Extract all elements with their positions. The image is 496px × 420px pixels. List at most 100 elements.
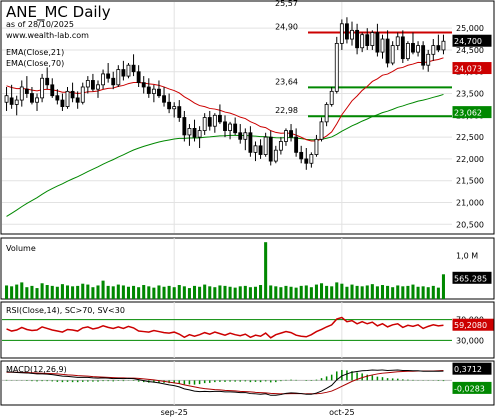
volume-bar: [370, 284, 374, 299]
volume-bars: [5, 242, 445, 299]
chart-title: ANE_MC Daily: [6, 3, 111, 22]
volume-bar: [65, 285, 70, 299]
volume-bar: [116, 284, 120, 299]
candle-body: [111, 77, 116, 86]
volume-bar: [203, 284, 207, 299]
volume-bar: [304, 285, 308, 299]
candle-body: [329, 90, 334, 105]
candle-body: [187, 127, 192, 136]
candle-body: [268, 136, 273, 162]
volume-bar: [299, 285, 303, 299]
last-price-label: 24,700: [454, 37, 482, 46]
candle-body: [157, 88, 161, 97]
candle-body: [96, 84, 100, 90]
rsi-tick-label: 30,000: [456, 336, 484, 345]
macd-series: [2, 369, 452, 396]
volume-bar: [401, 286, 405, 299]
candle-body: [405, 43, 410, 60]
volume-bar: [441, 274, 445, 299]
volume-bar: [274, 286, 278, 299]
volume-bar: [167, 285, 171, 299]
candle-body: [207, 117, 212, 127]
macd-last-label-box: [452, 362, 492, 375]
candle-body: [441, 40, 446, 51]
candle-body: [370, 32, 375, 46]
candle-body: [324, 104, 329, 123]
volume-bar: [76, 285, 80, 299]
level-label: 24,90: [275, 23, 298, 32]
candle-body: [85, 80, 90, 88]
volume-bar: [411, 284, 415, 299]
volume-bar: [86, 284, 90, 299]
rsi-last-label-box: [452, 318, 494, 331]
candle-body: [284, 130, 288, 142]
candle-body: [19, 86, 24, 101]
candle-body: [253, 145, 258, 153]
candle-body: [436, 45, 441, 51]
volume-bar: [198, 286, 202, 299]
volume-bar: [137, 287, 141, 299]
candle-body: [14, 99, 19, 105]
volume-bar: [233, 287, 237, 299]
support-resistance-levels: 24,90 23,64 22,98: [275, 23, 452, 118]
candle-body: [273, 149, 278, 162]
price-tick-label: 25,000: [456, 24, 484, 33]
candle-body: [202, 117, 207, 131]
candle-body: [217, 114, 222, 123]
volume-bar: [25, 287, 29, 299]
volume-bar: [238, 286, 242, 299]
macd-hist-label: -0,0283: [454, 384, 485, 393]
candle-body: [212, 114, 217, 127]
macd-legend: MACD(12,26,9): [6, 365, 67, 374]
candle-body: [75, 97, 80, 103]
volume-bar: [406, 285, 410, 299]
candle-body: [177, 106, 182, 118]
rsi-series: [2, 316, 452, 341]
candle-body: [238, 132, 243, 140]
candle-body: [65, 90, 70, 108]
candle-body: [400, 36, 405, 60]
candle-body: [350, 29, 354, 40]
candle-body: [131, 64, 136, 73]
macd-signal-line: [6, 369, 444, 395]
candle-body: [172, 106, 177, 110]
candle-body: [355, 29, 360, 49]
price-tick-label: 22,000: [456, 155, 484, 164]
candle-body: [345, 23, 349, 40]
volume-bar: [187, 288, 191, 299]
candle-body: [278, 141, 283, 151]
volume-bar: [396, 285, 400, 299]
volume-bar: [91, 287, 95, 299]
candle-body: [146, 86, 151, 94]
candle-body: [60, 99, 65, 108]
chart-source: www.wealth-lab.com: [6, 31, 89, 40]
candle-body: [4, 95, 9, 103]
volume-bar: [386, 285, 390, 299]
volume-bar: [309, 287, 313, 299]
gridlines: [2, 2, 452, 405]
volume-bar: [355, 285, 359, 299]
volume-bar: [152, 287, 156, 299]
level-label: 22,98: [275, 106, 298, 115]
candle-body: [304, 158, 309, 164]
volume-last-label-box: [452, 271, 492, 284]
volume-bar: [157, 285, 161, 299]
candle-body: [365, 34, 370, 46]
volume-bar: [177, 285, 181, 299]
candle-body: [45, 77, 50, 86]
candle-body: [151, 88, 156, 94]
volume-bar: [325, 285, 329, 299]
volume-bar: [391, 287, 395, 299]
price-tick-label: 22,500: [456, 133, 484, 142]
volume-bar: [10, 286, 14, 299]
volume-bar: [421, 286, 425, 299]
volume-bar: [345, 286, 349, 299]
volume-bar: [314, 284, 318, 299]
volume-bar: [60, 284, 64, 299]
candle-body: [375, 32, 380, 53]
candle-body: [233, 123, 238, 134]
candle-body: [248, 132, 253, 153]
candle-body: [167, 101, 172, 110]
candle-body: [141, 82, 146, 88]
